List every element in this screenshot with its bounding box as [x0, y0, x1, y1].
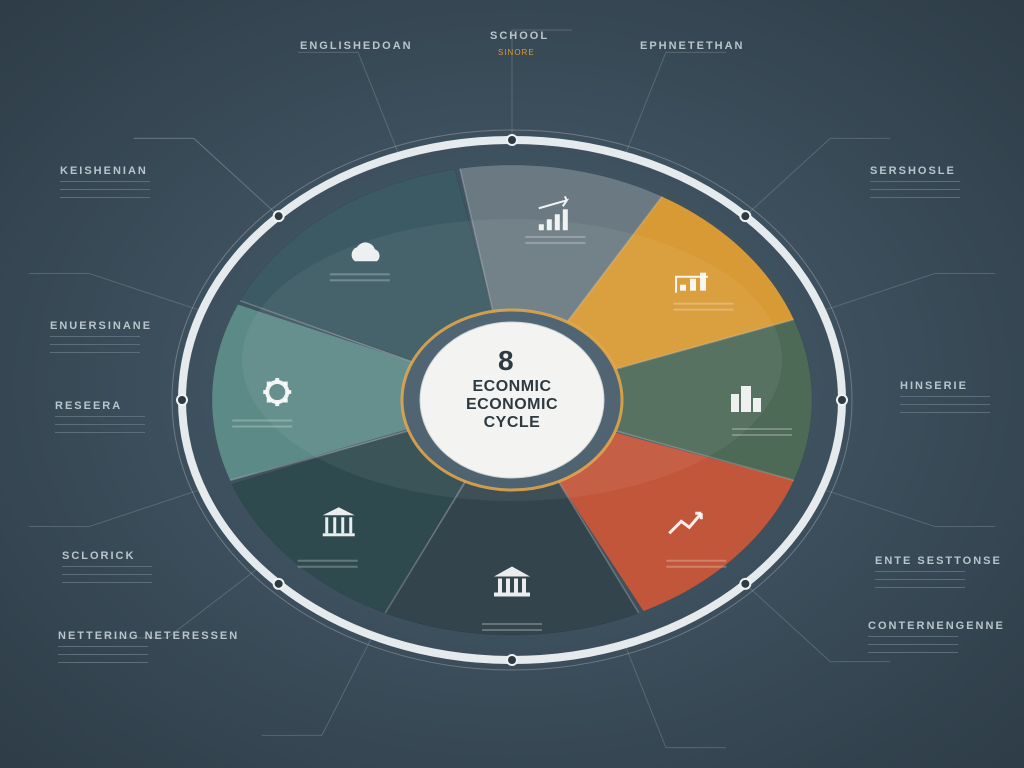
- outer-label-line: [870, 197, 960, 198]
- outer-label-line: [870, 181, 960, 182]
- outer-label-line: [58, 646, 148, 647]
- outer-label-line: [50, 344, 140, 345]
- outer-label-4: HINSERIE: [900, 380, 968, 392]
- outer-label-0: KEISHENIAN: [60, 165, 148, 177]
- outer-label-line: [900, 396, 990, 397]
- outer-label-5: SCLORICK: [62, 550, 135, 562]
- outer-label-line: [900, 404, 990, 405]
- outer-label-line: [58, 654, 148, 655]
- outer-label-line: [55, 424, 145, 425]
- outer-label-line: [55, 416, 145, 417]
- outer-label-line: [50, 352, 140, 353]
- outer-label-2: ENUERSINANE: [50, 320, 152, 332]
- center-line3: CYCLE: [478, 414, 546, 432]
- outer-label-line: [900, 412, 990, 413]
- outer-label-line: [60, 181, 150, 182]
- center-line1: ECONMIC: [466, 378, 558, 396]
- outer-label-line: [58, 662, 148, 663]
- center-line2: ECONOMIC: [460, 396, 564, 414]
- top-label-right: EPHNETETHAN: [640, 40, 745, 52]
- top-label-left: ENGLISHEDOAN: [300, 40, 413, 52]
- outer-label-line: [60, 197, 150, 198]
- outer-label-7: ENTE SESTTONSE: [875, 555, 1002, 567]
- outer-label-line: [55, 432, 145, 433]
- outer-label-line: [50, 336, 140, 337]
- outer-label-3: RESEERA: [55, 400, 122, 412]
- outer-label-8: CONTERNENGENNE: [868, 620, 1005, 632]
- outer-label-line: [62, 574, 152, 575]
- outer-label-line: [62, 582, 152, 583]
- outer-label-line: [868, 636, 958, 637]
- outer-label-line: [875, 587, 965, 588]
- center-number: 8: [498, 345, 514, 377]
- outer-label-line: [60, 189, 150, 190]
- outer-label-6: NETTERING NETERESSEN: [58, 630, 239, 642]
- outer-label-line: [62, 566, 152, 567]
- outer-label-line: [875, 571, 965, 572]
- outer-label-1: SERSHOSLE: [870, 165, 956, 177]
- outer-label-line: [870, 189, 960, 190]
- outer-label-line: [868, 652, 958, 653]
- top-label-mid-sub: SINORE: [498, 48, 535, 57]
- top-label-mid: SCHOOL: [490, 30, 549, 42]
- outer-label-line: [875, 579, 965, 580]
- outer-label-line: [868, 644, 958, 645]
